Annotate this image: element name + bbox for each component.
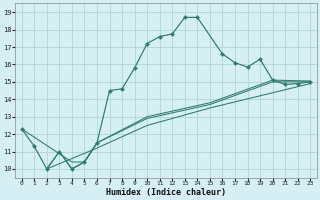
X-axis label: Humidex (Indice chaleur): Humidex (Indice chaleur) [106, 188, 226, 197]
